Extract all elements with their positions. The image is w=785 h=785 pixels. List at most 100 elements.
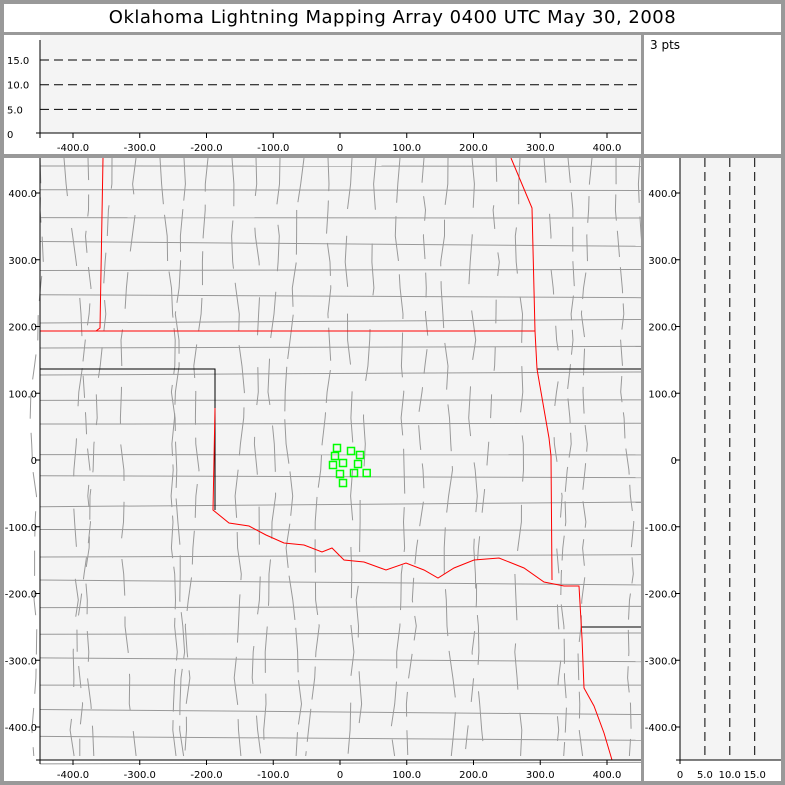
- county-border: [263, 157, 281, 757]
- county-border: [251, 157, 262, 757]
- county-border: [159, 157, 186, 757]
- plot-area: [40, 35, 641, 133]
- county-border: [39, 294, 642, 299]
- y-tick-label: 400.0: [648, 189, 677, 200]
- lightning-source-point: [349, 468, 359, 478]
- x-tick-label: 200.0: [459, 143, 488, 154]
- y-tick-label: 300.0: [648, 256, 677, 267]
- state-border: [212, 407, 613, 761]
- county-border: [39, 657, 642, 663]
- county-border: [614, 157, 635, 757]
- y-tick-label: 100.0: [648, 389, 677, 400]
- y-tick-label: -400.0: [645, 723, 677, 734]
- lightning-source-point: [338, 478, 348, 488]
- plot-area: [680, 158, 781, 760]
- x-tick-label: -100.0: [257, 770, 289, 781]
- x-tick-label: 0: [337, 143, 343, 154]
- x-tick-label: -400.0: [57, 143, 89, 154]
- y-tick-label: 400.0: [8, 189, 37, 200]
- lightning-source-point: [362, 468, 371, 478]
- lightning-source-point: [353, 459, 363, 469]
- y-tick-label: 300.0: [8, 256, 37, 267]
- county-border: [577, 157, 593, 757]
- county-border: [514, 157, 525, 757]
- county-border: [119, 157, 137, 757]
- lightning-source-point: [328, 460, 338, 470]
- county-border: [39, 632, 642, 635]
- y-tick-label: 200.0: [8, 323, 37, 334]
- altitude-panel: 0 5.0 10.0 15.0 -400.0 -300.0 -200.0 -100.0 0 100…: [4, 35, 641, 154]
- y-tick-label: 0: [31, 456, 37, 467]
- county-border: [63, 157, 84, 757]
- x-tick-label: 300.0: [526, 143, 555, 154]
- lightning-source-point: [335, 469, 345, 479]
- x-tick-label: -300.0: [124, 770, 156, 781]
- points-panel: 3 pts: [644, 35, 781, 154]
- y-tick-label: 100.0: [8, 389, 37, 400]
- county-border: [39, 240, 642, 247]
- county-border: [39, 501, 642, 508]
- county-border: [39, 579, 642, 586]
- county-border: [560, 157, 575, 757]
- points-count: 3 pts: [650, 38, 681, 52]
- county-border: [39, 708, 642, 716]
- y-tick-label: -300.0: [5, 656, 37, 667]
- x-tick-label: 10.0: [719, 770, 741, 781]
- county-border: [284, 157, 305, 757]
- x-tick-label: 15.0: [744, 770, 766, 781]
- ns-altitude-panel: 0 5.0 10.0 15.0 -400.0 -300.0 -200.0 -100.0 0 100…: [644, 158, 781, 781]
- x-tick-label: -400.0: [57, 770, 89, 781]
- county-border: [390, 157, 406, 757]
- county-border: [39, 371, 642, 376]
- state-border: [40, 368, 216, 510]
- y-tick-label: -100.0: [645, 523, 677, 534]
- lightning-source-point: [332, 443, 342, 453]
- y-tick-label: -100.0: [5, 523, 37, 534]
- county-border: [305, 157, 332, 757]
- county-border: [39, 529, 642, 531]
- county-border: [39, 422, 642, 425]
- lightning-source-point: [355, 450, 365, 460]
- county-border: [344, 157, 355, 757]
- x-tick-label: -300.0: [124, 143, 156, 154]
- x-tick-label: 100.0: [392, 143, 421, 154]
- x-tick-label: 400.0: [593, 143, 622, 154]
- x-tick-label: -200.0: [190, 143, 222, 154]
- county-border: [231, 157, 245, 757]
- county-border: [543, 157, 563, 757]
- county-border: [440, 157, 457, 757]
- county-border: [39, 189, 642, 191]
- x-tick-label: 5.0: [697, 770, 713, 781]
- county-border: [39, 605, 642, 609]
- county-border: [405, 157, 429, 757]
- y-tick-label: 0: [7, 130, 13, 141]
- county-border: [29, 157, 44, 757]
- x-tick-label: -200.0: [190, 770, 222, 781]
- x-tick-label: 0: [677, 770, 683, 781]
- state-border: [510, 157, 553, 581]
- lightning-source-point: [330, 451, 340, 461]
- y-tick-label: -300.0: [645, 656, 677, 667]
- y-tick-label: 5.0: [7, 105, 23, 116]
- x-tick-label: 100.0: [392, 770, 421, 781]
- y-tick-label: 10.0: [7, 81, 29, 92]
- county-border: [39, 475, 642, 479]
- x-tick-label: -100.0: [257, 143, 289, 154]
- y-tick-label: 0: [671, 456, 677, 467]
- y-tick-label: -200.0: [5, 590, 37, 601]
- county-border: [84, 157, 113, 757]
- county-border: [76, 157, 92, 756]
- x-tick-label: 300.0: [526, 770, 555, 781]
- y-tick-label: 15.0: [7, 56, 29, 67]
- county-border: [170, 157, 186, 757]
- state-border: [537, 368, 641, 628]
- county-border: [39, 735, 642, 741]
- y-tick-label: -400.0: [5, 723, 37, 734]
- y-tick-label: -200.0: [645, 590, 677, 601]
- county-border: [355, 157, 377, 757]
- y-tick-label: 200.0: [648, 323, 677, 334]
- county-border: [468, 157, 485, 757]
- county-border: [39, 268, 642, 272]
- county-border: [464, 157, 500, 757]
- county-border: [184, 157, 209, 757]
